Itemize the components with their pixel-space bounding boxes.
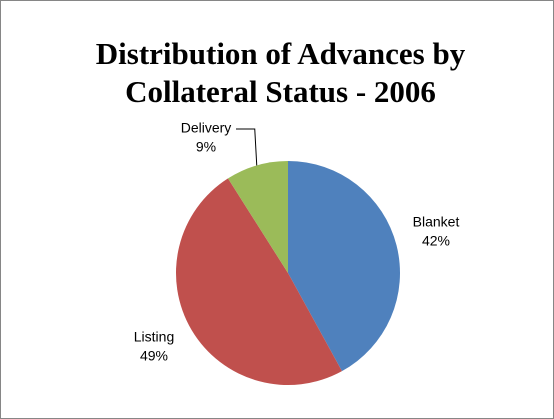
slice-label-name: Blanket — [413, 214, 460, 230]
slice-label-name: Delivery — [181, 120, 232, 136]
pie-slice — [175, 178, 342, 386]
pie-slice — [288, 161, 401, 372]
chart-title: Distribution of Advances by Collateral S… — [95, 36, 466, 109]
slice-label-value: 49% — [140, 348, 168, 364]
slice-label-name: Listing — [134, 329, 174, 345]
pie-slice — [227, 161, 288, 273]
slice-label-value: 42% — [422, 233, 450, 249]
leader-line — [236, 128, 258, 166]
slice-label-value: 9% — [196, 139, 216, 155]
